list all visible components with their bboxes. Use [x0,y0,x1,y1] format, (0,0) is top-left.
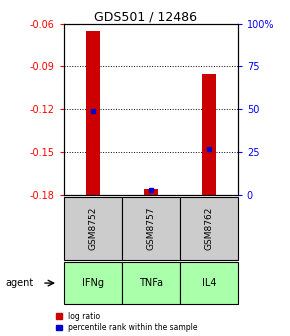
Text: agent: agent [6,278,34,288]
Text: GDS501 / 12486: GDS501 / 12486 [93,10,197,23]
Bar [144,189,158,195]
Bar [86,31,100,195]
Text: TNFa: TNFa [139,278,163,288]
Legend: log ratio, percentile rank within the sample: log ratio, percentile rank within the sa… [56,312,198,332]
Text: GSM8752: GSM8752 [88,207,97,250]
Bar [202,74,216,195]
Text: GSM8757: GSM8757 [146,207,155,250]
Text: IFNg: IFNg [82,278,104,288]
Text: GSM8762: GSM8762 [204,207,213,250]
Text: IL4: IL4 [202,278,216,288]
